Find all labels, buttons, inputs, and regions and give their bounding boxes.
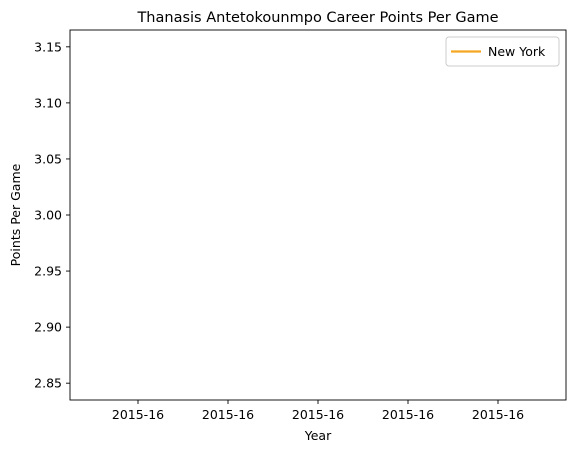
- y-tick-label: 2.90: [34, 320, 62, 335]
- x-axis-label: Year: [304, 428, 332, 443]
- y-tick-label: 3.15: [34, 39, 62, 54]
- legend-label-new-york: New York: [488, 44, 546, 59]
- x-tick-label: 2015-16: [382, 407, 434, 422]
- x-tick-label: 2015-16: [292, 407, 344, 422]
- plot-area: [69, 29, 567, 401]
- y-tick-label: 3.00: [34, 208, 62, 223]
- chart-title: Thanasis Antetokounmpo Career Points Per…: [136, 10, 498, 26]
- y-tick-label: 3.05: [34, 151, 62, 166]
- y-tick-label: 2.95: [34, 264, 62, 279]
- legend-box: [445, 36, 560, 67]
- y-axis-label: Points Per Game: [8, 163, 23, 266]
- y-tick-label: 2.85: [34, 376, 62, 391]
- x-tick-label: 2015-16: [112, 407, 164, 422]
- x-tick-label: 2015-16: [472, 407, 524, 422]
- x-tick-label: 2015-16: [202, 407, 254, 422]
- y-axis: 2.85 2.90 2.95 3.00 3.05 3.10 3.15: [34, 39, 70, 391]
- y-tick-label: 3.10: [34, 95, 62, 110]
- legend: New York: [445, 36, 560, 67]
- x-axis: 2015-16 2015-16 2015-16 2015-16 2015-16: [112, 400, 524, 422]
